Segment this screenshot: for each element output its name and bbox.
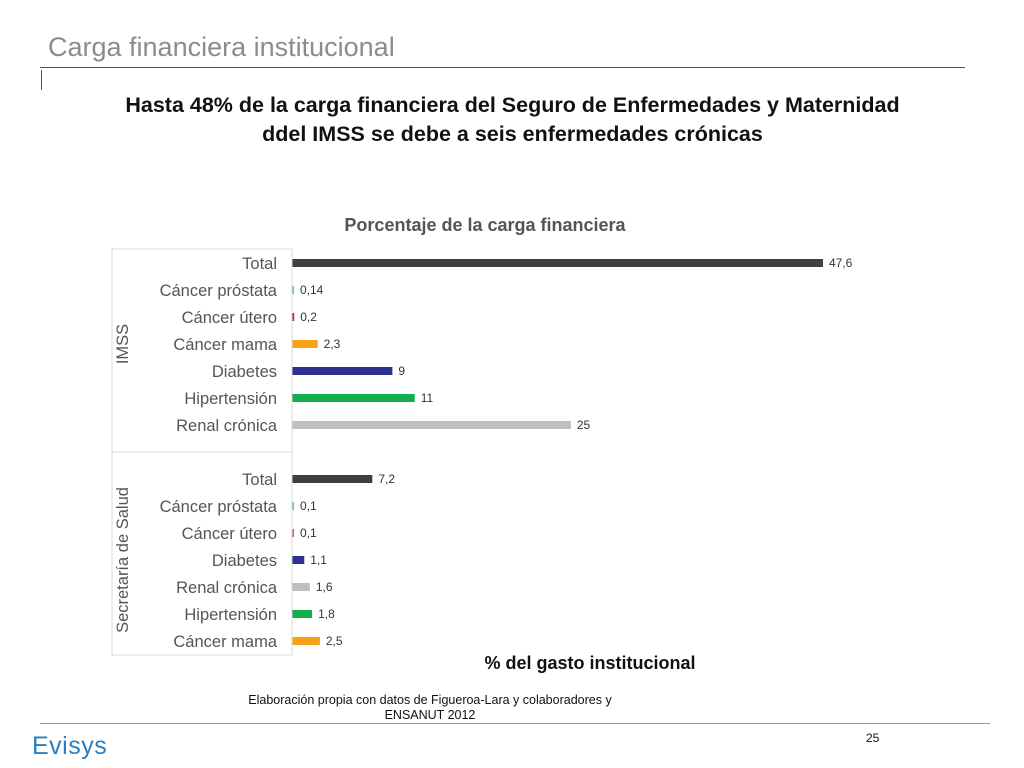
group-label: IMSS (114, 324, 132, 364)
bar-imss-4 (292, 367, 393, 375)
data-label: 0,14 (300, 283, 324, 297)
category-label: Cáncer mama (173, 336, 277, 354)
bar-ssa-5 (292, 610, 313, 618)
data-label: 0,1 (300, 499, 317, 513)
category-label: Diabetes (212, 363, 277, 381)
category-label: Total (242, 471, 277, 489)
data-label: 0,2 (300, 310, 317, 324)
bar-imss-5 (292, 394, 415, 402)
page-number: 25 (866, 731, 880, 745)
slide-title: Carga financiera institucional (48, 32, 395, 62)
data-label: 7,2 (378, 472, 395, 486)
data-label: 9 (398, 364, 405, 378)
bar-ssa-0 (292, 475, 373, 483)
bar-ssa-1 (292, 502, 294, 510)
bar-imss-1 (292, 286, 294, 294)
bar-ssa-3 (292, 556, 305, 564)
category-label: Cáncer útero (182, 525, 277, 543)
data-label: 0,1 (300, 526, 317, 540)
source-line-2: ENSANUT 2012 (384, 708, 476, 722)
category-label: Cáncer próstata (160, 498, 278, 516)
category-label: Cáncer mama (173, 633, 277, 651)
bar-ssa-2 (292, 529, 294, 537)
headline: Hasta 48% de la carga financiera del Seg… (60, 91, 965, 149)
evisys-logo: Evisys (32, 732, 108, 760)
chart-title: Porcentaje de la carga financiera (344, 215, 626, 235)
data-label: 2,5 (326, 634, 343, 648)
category-label: Renal crónica (176, 579, 278, 597)
bar-ssa-4 (292, 583, 310, 591)
category-label: Renal crónica (176, 417, 278, 435)
group-label: Secretaría de Salud (114, 487, 132, 633)
bar-imss-2 (292, 313, 295, 321)
data-label: 25 (577, 418, 591, 432)
title-divider-tick (41, 70, 42, 90)
source-note: Elaboración propia con datos de Figueroa… (200, 693, 660, 723)
headline-line-1: Hasta 48% de la carga financiera del Seg… (125, 93, 900, 117)
source-line-1: Elaboración propia con datos de Figueroa… (248, 693, 612, 707)
data-label: 1,1 (310, 553, 327, 567)
category-label: Hipertensión (184, 606, 277, 624)
bar-ssa-6 (292, 637, 320, 645)
category-label: Total (242, 255, 277, 273)
data-label: 1,8 (318, 607, 335, 621)
bar-imss-3 (292, 340, 318, 348)
headline-line-2: ddel IMSS se debe a seis enfermedades cr… (262, 122, 763, 146)
data-label: 47,6 (829, 256, 853, 270)
data-label: 1,6 (316, 580, 333, 594)
bar-imss-0 (292, 259, 823, 267)
data-label: 2,3 (324, 337, 341, 351)
title-divider (40, 67, 965, 68)
x-axis-label: % del gasto institucional (484, 653, 696, 673)
category-label: Cáncer útero (182, 309, 277, 327)
bar-imss-6 (292, 421, 571, 429)
category-label: Cáncer próstata (160, 282, 278, 300)
data-label: 11 (421, 391, 434, 405)
category-label: Diabetes (212, 552, 277, 570)
category-label: Hipertensión (184, 390, 277, 408)
footer-divider (40, 723, 990, 724)
